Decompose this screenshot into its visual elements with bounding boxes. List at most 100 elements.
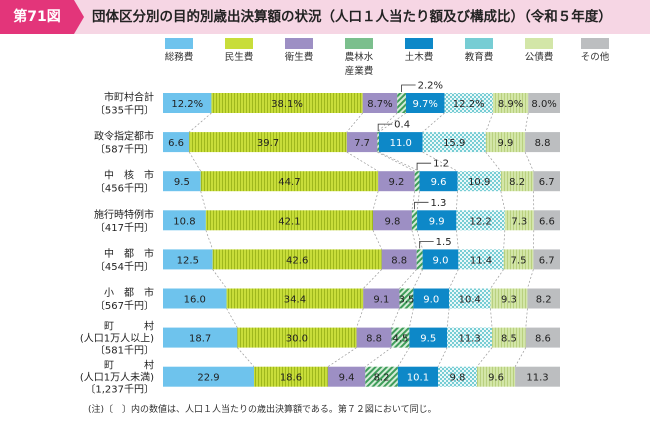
legend-label: 衛生費 (284, 52, 314, 63)
data-label: 18.7 (189, 334, 211, 345)
bar-segment (363, 288, 400, 309)
figure-number-arrow (74, 0, 84, 34)
connector-line (372, 230, 383, 250)
legend-label: 農林水 (344, 52, 374, 63)
data-label: 3.5 (398, 295, 414, 306)
data-label: 11.3 (526, 373, 548, 384)
bar-segment (189, 132, 347, 153)
data-label: 10.1 (407, 373, 429, 384)
data-label: 8.8 (391, 255, 407, 266)
data-label: 6.6 (539, 216, 555, 227)
connector-line (490, 269, 504, 289)
legend-swatch (225, 38, 253, 49)
data-label: 8.0% (531, 99, 556, 110)
bar-segment (212, 249, 382, 270)
figure-header (0, 0, 650, 34)
data-label: 9.5 (420, 334, 436, 345)
callout-leader (401, 84, 416, 92)
category-label: 〔454千円〕 (95, 261, 154, 273)
connector-line (490, 308, 493, 328)
data-label: 9.6 (488, 373, 504, 384)
data-label: 7.7 (354, 138, 370, 149)
connector-line (237, 347, 255, 367)
legend-label: 総務費 (164, 52, 194, 63)
legend-item: 公債費 (511, 38, 567, 63)
legend-swatch (405, 38, 433, 49)
data-label: 8.9% (498, 99, 523, 110)
category-label: 〔581千円〕 (95, 345, 154, 357)
data-label: 6.7 (539, 255, 555, 266)
bar-segment (163, 327, 238, 348)
bar-segment (163, 171, 201, 192)
bar-segment (417, 210, 457, 231)
bar-segment (356, 327, 392, 348)
connector-line (377, 151, 415, 172)
data-label: 15.9 (443, 138, 465, 149)
legend-label: その他 (580, 52, 610, 63)
figure-number: 第71図 (0, 0, 74, 34)
data-label: 8.6 (535, 334, 551, 345)
bar-segment (163, 210, 206, 231)
connector-line (377, 112, 398, 133)
data-label: 8.2 (536, 295, 552, 306)
callout-leader (414, 201, 429, 210)
chart-note: (注)〔 〕内の数値は、人口１人当たりの歳出決算額である。第７２図において同じ。 (88, 405, 437, 415)
connector-line (378, 151, 420, 172)
callout-label: 0.4 (394, 120, 410, 131)
bar-segment (422, 249, 459, 270)
data-label: 44.7 (278, 177, 300, 188)
data-label: 11.4 (470, 255, 492, 266)
connector-line (205, 230, 213, 250)
category-label: 〔1,237千円〕 (85, 384, 154, 396)
data-label: 42.6 (286, 255, 308, 266)
bar-segment (163, 366, 254, 387)
connector-line (476, 347, 493, 367)
data-label: 39.7 (257, 138, 279, 149)
connector-line (188, 151, 202, 172)
bar-segment (381, 249, 417, 270)
connector-line (356, 308, 364, 328)
data-label: 7.5 (511, 255, 527, 266)
legend-item: 衛生費 (271, 38, 327, 63)
connector-line (416, 191, 420, 211)
callout-label: 1.2 (433, 159, 449, 170)
bar-segment (365, 366, 398, 387)
legend-item: その他 (567, 38, 623, 63)
data-label: 8.8 (366, 334, 382, 345)
bar-segment (399, 288, 414, 309)
callout-label: 1.3 (431, 198, 447, 209)
legend-item: 民生費 (211, 38, 267, 63)
callout-leader (377, 123, 393, 132)
bar-segment (378, 171, 415, 192)
connector-line (500, 191, 506, 211)
legend-swatch (345, 38, 373, 49)
data-label: 4.5 (392, 334, 408, 345)
bar-segment (377, 132, 379, 153)
bar-segment (211, 93, 363, 113)
data-label: 9.4 (339, 373, 355, 384)
data-label: 12.5 (177, 255, 199, 266)
data-label: 9.0 (423, 295, 439, 306)
category-label: 〔587千円〕 (95, 144, 154, 156)
category-label: 市町村合計 (104, 91, 154, 104)
legend-label: 民生費 (224, 52, 254, 63)
connector-line (372, 191, 379, 211)
bar-segment (504, 210, 534, 231)
bar-segment (405, 93, 445, 113)
category-label: 施行時特例市 (94, 208, 154, 221)
connector-line (411, 230, 418, 250)
bar-segment (200, 171, 379, 192)
bar-segment (237, 327, 357, 348)
connector-line (422, 151, 458, 172)
data-label: 9.7% (413, 99, 438, 110)
data-label: 9.5 (174, 177, 190, 188)
data-label: 9.3 (501, 295, 517, 306)
data-label: 11.3 (458, 334, 480, 345)
connector-line (485, 151, 502, 172)
legend-swatch (165, 38, 193, 49)
bar-segment (226, 288, 364, 309)
category-label: 〔456千円〕 (95, 183, 154, 195)
connector-line (365, 347, 392, 367)
data-label: 10.4 (459, 295, 481, 306)
connector-line (346, 151, 379, 172)
